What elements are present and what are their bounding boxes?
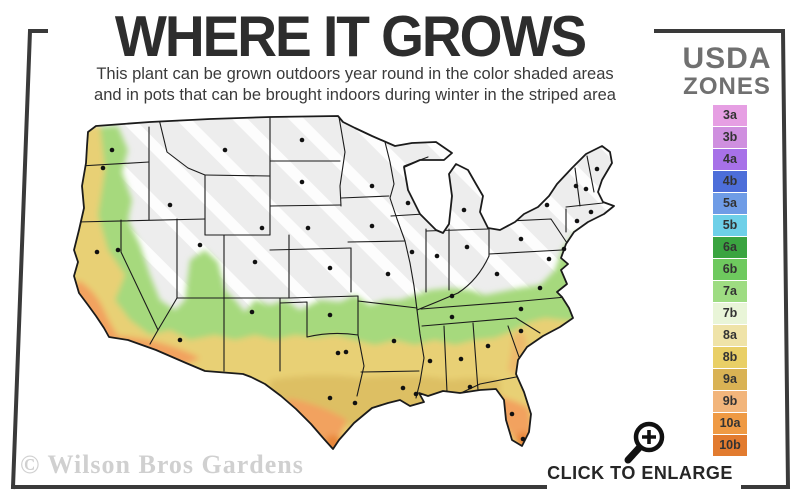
state-borders	[76, 116, 604, 399]
zone-swatch-4a: 4a	[713, 149, 747, 170]
zone-swatch-3a: 3a	[713, 105, 747, 126]
subtitle-line-1: This plant can be grown outdoors year ro…	[96, 65, 614, 83]
zone-swatch-6a: 6a	[713, 237, 747, 258]
zone-swatch-4b: 4b	[713, 171, 747, 192]
city-dots	[94, 137, 600, 442]
zone-swatch-9a: 9a	[713, 369, 747, 390]
page-title: WHERE IT GROWS	[114, 5, 587, 69]
zone-swatch-5b: 5b	[713, 215, 747, 236]
usda-zones-heading: USDA ZONES	[667, 44, 787, 100]
zone-swatch-10a: 10a	[713, 413, 747, 434]
magnifier-plus-icon[interactable]	[615, 418, 679, 470]
watermark: © Wilson Bros Gardens	[20, 450, 304, 479]
usda-zone-legend: 3a 3b 4a 4b 5a 5b 6a 6b 7a 7b 8a 8b 9a 9…	[713, 105, 747, 457]
zone-swatch-7a: 7a	[713, 281, 747, 302]
frame-border	[10, 29, 791, 490]
subtitle: This plant can be grown outdoors year ro…	[45, 64, 665, 106]
zone-swatch-8b: 8b	[713, 347, 747, 368]
subtitle-line-2: and in pots that can be brought indoors …	[94, 86, 616, 104]
zone-swatch-5a: 5a	[713, 193, 747, 214]
usda-label: USDA	[682, 42, 772, 75]
zone-swatch-9b: 9b	[713, 391, 747, 412]
click-to-enlarge-button[interactable]: CLICK TO ENLARGE	[547, 463, 733, 483]
zone-swatch-6b: 6b	[713, 259, 747, 280]
zone-swatch-7b: 7b	[713, 303, 747, 324]
zones-label: ZONES	[683, 73, 771, 100]
zone-swatch-8a: 8a	[713, 325, 747, 346]
zone-swatch-3b: 3b	[713, 127, 747, 148]
zone-swatch-10b: 10b	[713, 435, 747, 456]
